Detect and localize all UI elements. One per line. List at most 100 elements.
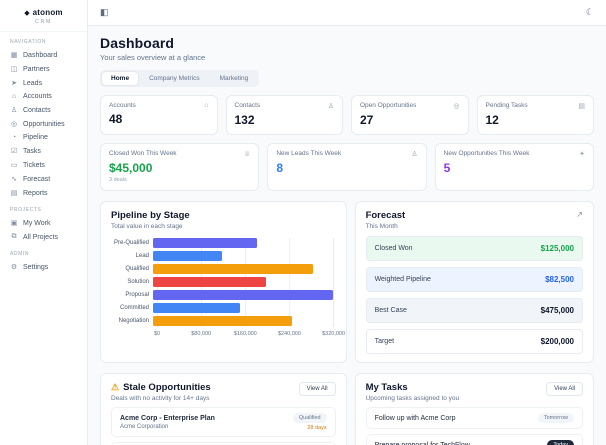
panel-left-icon[interactable]: ◧ <box>100 7 109 17</box>
chart-category-label: Negotiation <box>118 318 149 324</box>
task-name: Follow up with Acme Corp <box>374 414 456 422</box>
stale-view-all-button[interactable]: View All <box>298 382 336 396</box>
week-stat-card: New Leads This Week ♙ 8 <box>267 143 427 191</box>
chart-row: Lead <box>111 251 336 261</box>
tab[interactable]: Home <box>102 72 139 85</box>
sidebar-item[interactable]: ▭ Tickets <box>0 158 87 172</box>
building-icon: ⌂ <box>204 102 209 109</box>
sidebar-item-label: Accounts <box>23 93 52 100</box>
nav-section: Admin ⚙ Settings <box>0 251 87 274</box>
sidebar-item[interactable]: ▦ Dashboard <box>0 48 87 62</box>
stat-card: Open Opportunities ◎ 27 <box>351 95 469 135</box>
nav-section: Projects ▣ My Work ⧉ All Projects <box>0 207 87 244</box>
tasks-view-all-button[interactable]: View All <box>546 382 583 396</box>
sidebar-item-label: Opportunities <box>23 120 65 128</box>
sidebar-item-label: Reports <box>23 189 48 197</box>
chart-bar <box>153 251 223 261</box>
sidebar-item[interactable]: ◫ Partners <box>0 62 87 76</box>
stat-value: 5 <box>443 161 451 175</box>
sidebar: ◆ atonom CRM Navigation ▦ Dashboard ◫ Pa… <box>0 0 88 445</box>
sidebar-item[interactable]: ⧉ All Projects <box>0 230 87 244</box>
all-projects-icon: ⧉ <box>11 233 17 240</box>
stale-opportunity-item[interactable]: Acme Corp - Enterprise Plan Acme Corpora… <box>111 407 336 437</box>
stale-title: Stale Opportunities <box>123 382 211 393</box>
user-plus-icon: ♙ <box>411 151 418 158</box>
accounts-icon: ⌂ <box>11 93 17 100</box>
sidebar-item[interactable]: ➤ Leads <box>0 76 87 90</box>
sidebar-item-label: Tickets <box>23 161 45 169</box>
stat-value: 27 <box>360 113 374 127</box>
page-subtitle: Your sales overview at a glance <box>100 53 206 62</box>
stat-card: Contacts ♙ 132 <box>225 95 343 135</box>
stat-subtext <box>444 177 585 183</box>
nav-section-label: Projects <box>10 207 42 213</box>
forecast-row-value: $200,000 <box>540 337 574 346</box>
tab[interactable]: Marketing <box>211 72 258 85</box>
sidebar-item[interactable]: ▣ My Work <box>0 216 87 230</box>
brand-icon: ◆ <box>24 9 30 17</box>
dashboard-icon: ▦ <box>10 52 18 59</box>
theme-icon[interactable]: ☾ <box>585 7 594 17</box>
stat-label: Pending Tasks <box>485 102 528 109</box>
users-icon: ♙ <box>327 103 334 110</box>
chart-track <box>153 277 334 287</box>
forecast-row-label: Target <box>374 338 395 345</box>
nav-section-label: Navigation <box>10 39 47 45</box>
forecast-row-label: Weighted Pipeline <box>374 276 431 283</box>
forecast-icon: ∿ <box>11 176 17 183</box>
forecast-subtitle: This Month <box>365 223 398 230</box>
trending-up-icon: ↗ <box>576 210 583 219</box>
sidebar-item[interactable]: ◎ Opportunities <box>0 117 87 131</box>
tasks-title: My Tasks <box>365 382 408 393</box>
sidebar-item-label: Forecast <box>23 175 51 183</box>
sidebar-item[interactable]: ∿ Forecast <box>0 172 87 186</box>
week-stat-card: Closed Won This Week ♕ $45,000 3 deals <box>100 143 260 191</box>
stat-label: New Leads This Week <box>276 150 342 157</box>
chart-category-label: Committed <box>119 305 149 311</box>
stage-badge: Qualified <box>292 413 327 423</box>
forecast-row-label: Closed Won <box>374 245 413 252</box>
sidebar-item[interactable]: ♙ Contacts <box>0 103 87 117</box>
stat-value: 48 <box>109 112 123 126</box>
stat-value: $45,000 <box>109 161 153 175</box>
axis-tick-label: $320,000 <box>322 331 346 337</box>
middle-row: Pipeline by Stage Total value in each st… <box>100 201 594 363</box>
stat-card: Pending Tasks ▤ 12 <box>476 95 594 135</box>
nav-section: Navigation ▦ Dashboard ◫ Partners ➤ Lead… <box>0 39 87 200</box>
stale-opportunity-item[interactable]: TechFlow - Platform License TechFlow Sol… <box>111 442 336 445</box>
chart-bar <box>153 290 334 300</box>
chart-row: Negotiation <box>111 316 336 326</box>
topbar: ◧ ☾ <box>88 0 606 26</box>
my-tasks-panel: My Tasks Upcoming tasks assigned to you … <box>354 373 594 445</box>
sidebar-item[interactable]: ⚙ Settings <box>0 260 87 274</box>
sidebar-item[interactable]: ⌂ Accounts <box>0 90 87 103</box>
target-icon: ◎ <box>453 103 460 110</box>
sidebar-item[interactable]: ▤ Reports <box>0 186 87 200</box>
nav-items: ⚙ Settings <box>0 260 87 274</box>
task-item[interactable]: Prepare proposal for TechFlow Today <box>365 434 583 445</box>
tasks-subtitle: Upcoming tasks assigned to you <box>365 395 460 402</box>
opportunity-company: Acme Corporation <box>120 423 169 430</box>
warning-icon: ⚠ <box>111 382 120 392</box>
sidebar-item[interactable]: ◔ Pipeline <box>0 131 87 144</box>
tab[interactable]: Company Metrics <box>140 72 209 85</box>
sidebar-item[interactable]: ☑ Tasks <box>0 144 87 158</box>
brand-subtitle: CRM <box>34 19 53 25</box>
sidebar-item-label: Leads <box>23 79 43 87</box>
brand-name: atonom <box>32 8 63 17</box>
clipboard-icon: ▤ <box>578 103 585 110</box>
axis-tick-label: $240,000 <box>277 331 301 337</box>
leads-icon: ➤ <box>11 80 17 87</box>
my-work-icon: ▣ <box>10 220 18 227</box>
stat-label: Contacts <box>234 102 261 109</box>
forecast-row: Target $200,000 <box>365 329 583 354</box>
sidebar-item-label: Contacts <box>23 106 51 114</box>
chart-row: Solution <box>111 277 336 287</box>
stale-list: Acme Corp - Enterprise Plan Acme Corpora… <box>111 407 336 445</box>
reports-icon: ▤ <box>10 190 18 197</box>
task-item[interactable]: Follow up with Acme Corp Tomorrow <box>365 407 583 429</box>
stat-value: 8 <box>276 161 284 175</box>
week-stats-row: Closed Won This Week ♕ $45,000 3 deals N… <box>100 143 594 191</box>
tickets-icon: ▭ <box>10 162 18 169</box>
task-list: Follow up with Acme Corp Tomorrow Prepar… <box>365 407 583 445</box>
